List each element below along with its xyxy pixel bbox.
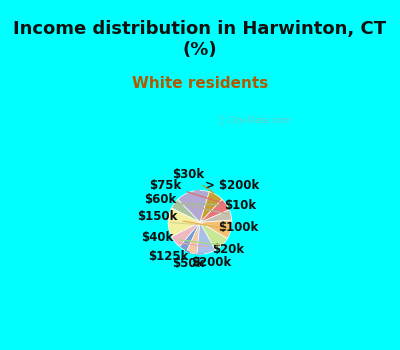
Text: $20k: $20k [178, 243, 244, 256]
Text: $75k: $75k [149, 178, 224, 203]
Wedge shape [168, 208, 200, 237]
Text: $60k: $60k [144, 193, 228, 214]
Wedge shape [200, 210, 232, 222]
Text: $100k: $100k [171, 220, 259, 233]
Text: $50k: $50k [172, 253, 204, 270]
Text: $200k: $200k [186, 250, 232, 269]
Wedge shape [187, 222, 200, 254]
Wedge shape [172, 199, 200, 222]
Wedge shape [180, 222, 200, 251]
Text: $30k: $30k [172, 168, 214, 193]
Text: $40k: $40k [141, 231, 220, 245]
Text: $10k: $10k [177, 199, 256, 212]
Wedge shape [200, 192, 222, 222]
Wedge shape [178, 190, 209, 222]
Text: Income distribution in Harwinton, CT
(%): Income distribution in Harwinton, CT (%) [14, 20, 386, 59]
Text: $150k: $150k [137, 210, 228, 229]
Text: White residents: White residents [132, 76, 268, 91]
Wedge shape [200, 222, 228, 250]
Text: ⓘ City-Data.com: ⓘ City-Data.com [220, 116, 292, 125]
Wedge shape [200, 220, 232, 238]
Wedge shape [172, 222, 200, 247]
Wedge shape [197, 222, 216, 254]
Text: $125k: $125k [148, 250, 204, 262]
Text: > $200k: > $200k [195, 178, 260, 191]
Wedge shape [200, 199, 229, 222]
